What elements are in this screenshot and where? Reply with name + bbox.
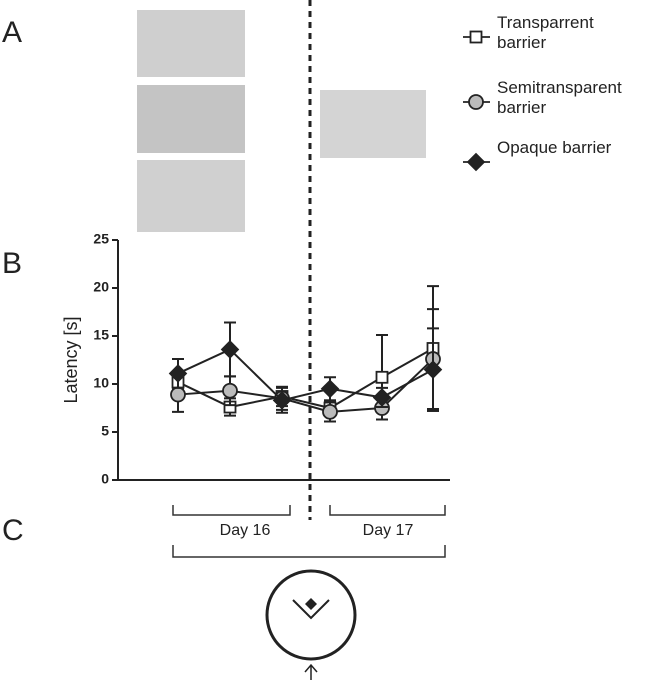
target-icon: [305, 598, 317, 610]
legend-label: Semitransparent barrier: [497, 78, 622, 117]
panel-label: B: [2, 247, 22, 280]
y-tick-label: 25: [93, 231, 109, 247]
panel-label: A: [2, 16, 22, 49]
photo: [320, 90, 426, 158]
photo: [137, 85, 245, 153]
data-point: [320, 379, 340, 399]
group-label: Day 16: [220, 522, 271, 539]
y-tick-label: 0: [101, 471, 109, 487]
data-point: [220, 340, 240, 359]
start-arrow: [304, 663, 318, 680]
data-point: [322, 403, 338, 420]
data-point: [372, 388, 392, 407]
data-point: [168, 364, 188, 383]
y-tick-label: 10: [93, 375, 109, 391]
data-point: [222, 382, 238, 399]
group-label: Day 17: [363, 522, 414, 539]
legend-marker: [466, 152, 486, 172]
legend-marker: [468, 94, 484, 110]
arena: [265, 569, 357, 661]
legend-label: Transparrent barrier: [497, 13, 594, 52]
photo: [137, 10, 245, 77]
series-line: [177, 358, 434, 413]
y-tick-label: 5: [101, 423, 109, 439]
barrier-icon: [292, 599, 330, 620]
data-point: [170, 386, 186, 403]
bracket: [172, 505, 446, 558]
legend-label: Opaque barrier: [497, 138, 612, 157]
legend-marker: [469, 30, 483, 44]
y-tick-label: 20: [93, 279, 109, 295]
photo: [137, 160, 245, 232]
series-line: [177, 347, 434, 410]
data-point: [423, 360, 443, 379]
panel-label: C: [2, 514, 24, 547]
data-point: [272, 391, 292, 410]
y-tick-label: 15: [93, 327, 109, 343]
series-line: [177, 348, 434, 402]
y-axis-label: Latency [s]: [61, 316, 81, 403]
data-point: [375, 370, 389, 384]
